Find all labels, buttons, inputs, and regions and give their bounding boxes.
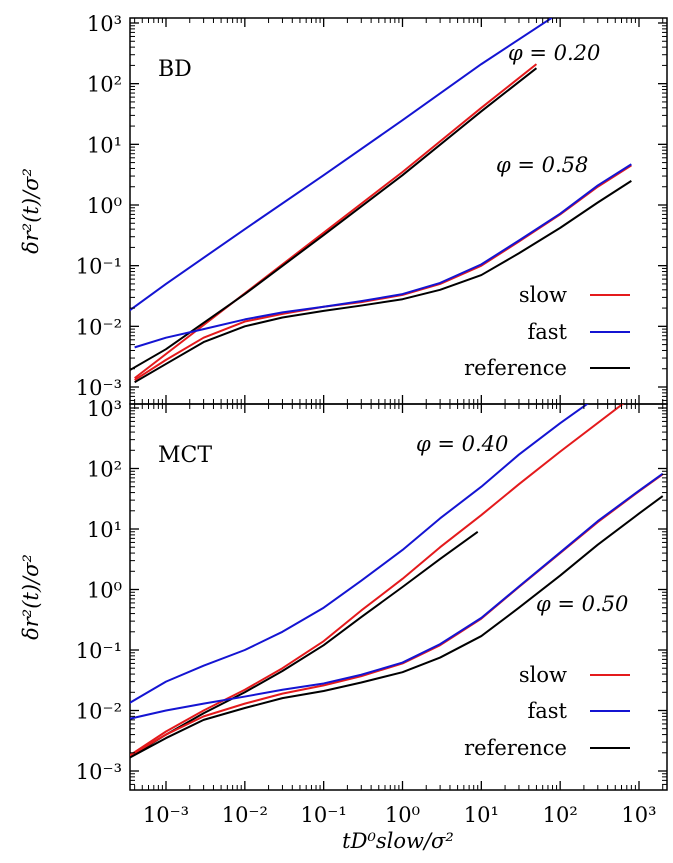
bottom-y-tick-label: 10⁻² (76, 700, 122, 724)
top-series-reference-phi-020 (130, 67, 538, 372)
bottom-annotation-phi-040: φ = 0.40 (416, 432, 508, 456)
bottom-y-tick-label: 10³ (87, 397, 122, 421)
top-y-tick-label: 10⁻² (76, 315, 122, 339)
bottom-y-tick-label: 10² (87, 458, 122, 482)
top-series-fast-phi-058 (134, 163, 632, 349)
top-y-tick-label: 10⁰ (87, 194, 122, 218)
top-series-slow-phi-058 (134, 164, 632, 381)
bottom-series-slow-phi-050 (130, 473, 664, 757)
bottom-x-tick-label: 10³ (621, 803, 656, 827)
bottom-y-tick-label: 10⁰ (87, 579, 122, 603)
bottom-series-slow-phi-040 (130, 404, 625, 757)
bottom-y-tick-label: 10¹ (87, 518, 122, 542)
top-y-tick-label: 10¹ (87, 133, 122, 157)
bottom-legend-label-slow: slow (519, 663, 567, 687)
bottom-x-tick-label: 10⁻³ (143, 803, 189, 827)
top-y-tick-label: 10² (87, 73, 122, 97)
bottom-series-fast-phi-050 (130, 472, 664, 720)
top-y-axis-label: δr²(t)/σ² (19, 168, 43, 254)
x-axis-label-text: tD⁰slow/σ² (342, 829, 454, 853)
bottom-panel-label: MCT (158, 443, 212, 468)
bottom-series-reference-phi-040 (130, 530, 479, 759)
top-series-lines (130, 18, 632, 384)
bottom-legend: slow fast reference (464, 663, 630, 760)
top-legend-label-slow: slow (519, 283, 567, 307)
top-y-tick-label: 10⁻³ (76, 376, 122, 400)
top-y-tick-label: 10⁻¹ (76, 255, 122, 279)
top-axis-ticks: 10⁻³ 10⁻² 10⁻¹ 10⁰ 10¹ 10² 10³ (76, 12, 667, 404)
top-annotation-phi-020: φ = 0.20 (508, 41, 600, 65)
bottom-x-tick-label: 10¹ (464, 803, 499, 827)
top-series-slow-phi-020 (134, 63, 538, 379)
bottom-annotation-phi-050: φ = 0.50 (536, 592, 628, 616)
bottom-series-lines (130, 404, 664, 759)
bottom-legend-label-reference: reference (464, 736, 567, 760)
top-legend-label-reference: reference (464, 356, 567, 380)
bottom-axis-ticks: 10⁻³ 10⁻² 10⁻¹ 10⁰ 10¹ 10² 10³ 10⁻³ 10⁻² 10⁻¹ 10⁰ 1… (76, 397, 667, 827)
bottom-y-axis-label: δr²(t)/σ² (19, 554, 43, 640)
bottom-series-fast-phi-040 (130, 404, 589, 704)
top-series-fast-phi-020 (130, 18, 554, 312)
bottom-x-tick-label: 10⁰ (385, 803, 420, 827)
bottom-x-tick-label: 10⁻¹ (301, 803, 347, 827)
bottom-series-reference-phi-050 (130, 495, 664, 759)
bottom-x-tick-label: 10⁻² (222, 803, 268, 827)
top-series-reference-phi-058 (134, 180, 632, 384)
bottom-x-tick-label: 10² (543, 803, 578, 827)
bottom-legend-label-fast: fast (527, 699, 567, 723)
top-annotation-phi-058: φ = 0.58 (496, 153, 588, 177)
x-axis-label: tD⁰slow/σ² (342, 829, 454, 853)
top-y-tick-label: 10³ (87, 12, 122, 36)
top-panel-label: BD (158, 57, 192, 82)
top-legend-label-fast: fast (527, 320, 567, 344)
bottom-y-tick-label: 10⁻¹ (76, 639, 122, 663)
top-legend: slow fast reference (464, 283, 630, 380)
bottom-y-tick-label: 10⁻³ (76, 760, 122, 784)
